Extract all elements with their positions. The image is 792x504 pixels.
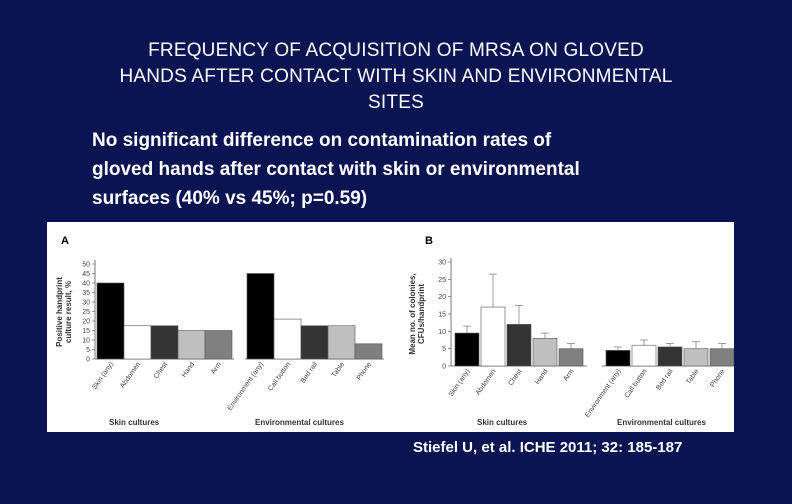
category-label: Arm xyxy=(210,361,223,376)
y-tick-label: 10 xyxy=(82,338,90,345)
y-tick-label: 30 xyxy=(82,300,90,307)
bar xyxy=(657,346,683,367)
y-tick-label: 20 xyxy=(82,319,90,326)
bar xyxy=(327,325,356,360)
category-label: Table xyxy=(331,361,346,379)
y-axis-title: culture result, % xyxy=(64,281,73,343)
slide-title-line: FREQUENCY OF ACQUISITION OF MRSA ON GLOV… xyxy=(148,40,644,61)
category-label: Chest xyxy=(153,361,169,380)
bar xyxy=(683,348,709,367)
bar xyxy=(96,282,125,360)
group-label: Environmental cultures xyxy=(255,418,344,427)
y-tick-label: 5 xyxy=(86,347,90,354)
group-label: Environmental cultures xyxy=(617,418,706,427)
panel-label: B xyxy=(425,235,433,247)
category-label: Hand xyxy=(181,361,196,379)
bar xyxy=(631,344,657,367)
category-label: Call button xyxy=(267,361,292,393)
bar xyxy=(532,337,558,367)
category-label: Environment (any) xyxy=(584,368,623,419)
y-tick-label: 45 xyxy=(82,271,90,278)
bar xyxy=(150,325,179,360)
bar xyxy=(709,348,734,367)
citation: Stiefel U, et al. ICHE 2011; 32: 185-187 xyxy=(413,439,683,456)
bar xyxy=(123,325,152,360)
category-label: Bed rail xyxy=(300,361,320,385)
group-label: Skin cultures xyxy=(109,418,160,427)
category-label: Environment (any) xyxy=(227,361,266,412)
y-tick-label: 0 xyxy=(86,357,90,364)
category-label: Bed rail xyxy=(655,368,675,392)
figure-panel: A 0 5 10 15 20 25 30 35 40 45 50 Positive handprint c… xyxy=(47,222,734,432)
y-tick-label: 30 xyxy=(438,260,446,267)
y-tick-label: 15 xyxy=(438,312,446,319)
group-label: Skin cultures xyxy=(477,418,528,427)
finding-line: gloved hands after contact with skin or … xyxy=(92,159,580,180)
y-tick-label: 25 xyxy=(82,309,90,316)
panel-label: A xyxy=(61,235,69,247)
y-tick-label: 40 xyxy=(82,281,90,288)
category-label: Abdomen xyxy=(475,368,498,397)
category-label: Table xyxy=(685,368,700,386)
category-label: Hand xyxy=(534,368,549,386)
y-axis-title: CFUs/handprint xyxy=(417,284,426,344)
y-tick-label: 35 xyxy=(82,290,90,297)
bar xyxy=(246,273,275,360)
category-label: Call button xyxy=(624,368,649,400)
category-label: Phone xyxy=(709,368,726,389)
y-tick-label: 20 xyxy=(438,294,446,301)
bar xyxy=(454,332,480,367)
slide-title: FREQUENCY OF ACQUISITION OF MRSA ON GLOV… xyxy=(30,38,762,116)
finding-line: No significant difference on contaminati… xyxy=(92,130,552,151)
bar xyxy=(506,324,532,367)
finding-line: surfaces (40% vs 45%; p=0.59) xyxy=(92,188,368,209)
y-axis-title: Mean no. of colonies, xyxy=(408,273,417,354)
y-tick-label: 25 xyxy=(438,277,446,284)
bar xyxy=(300,325,329,360)
category-label: Skin (any) xyxy=(91,361,115,391)
y-axis-title: Positive handprint xyxy=(55,277,64,347)
bar xyxy=(480,306,506,367)
bar xyxy=(354,343,383,360)
y-tick-label: 0 xyxy=(442,364,446,371)
bar xyxy=(273,318,302,360)
category-label: Abdomen xyxy=(119,361,142,390)
slide-title-line: SITES xyxy=(368,92,424,113)
y-tick-label: 50 xyxy=(82,262,90,269)
category-label: Arm xyxy=(563,368,576,383)
slide-title-line: HANDS AFTER CONTACT WITH SKIN AND ENVIRO… xyxy=(119,66,673,87)
y-tick-label: 15 xyxy=(82,328,90,335)
finding-bullet: No significant difference on contaminati… xyxy=(92,126,752,213)
category-label: Skin (any) xyxy=(448,368,472,398)
bar xyxy=(605,350,631,367)
y-tick-label: 10 xyxy=(438,329,446,336)
category-label: Chest xyxy=(507,368,523,387)
bar xyxy=(204,330,233,360)
bar xyxy=(177,330,206,360)
bar xyxy=(558,348,584,367)
y-tick-label: 5 xyxy=(442,346,446,353)
category-label: Phone xyxy=(356,361,373,382)
